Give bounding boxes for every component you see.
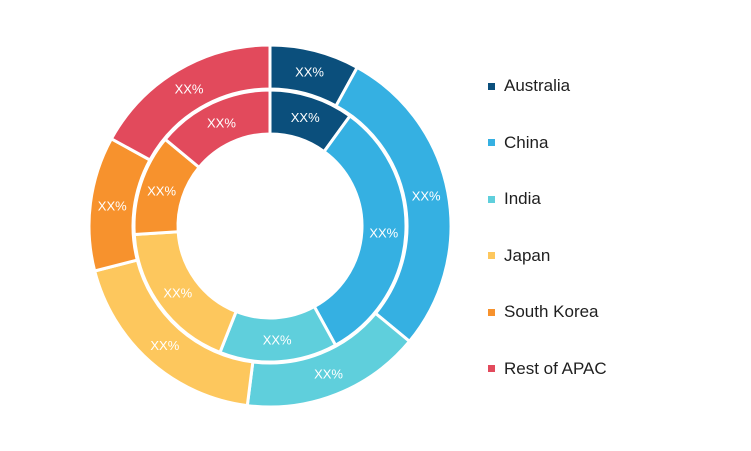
legend: Australia China India Japan South Korea …: [488, 72, 728, 412]
legend-swatch-china: [488, 139, 495, 147]
inner-label-south-korea: XX%: [147, 183, 176, 198]
legend-item-japan[interactable]: Japan: [488, 242, 728, 270]
legend-item-china[interactable]: China: [488, 129, 728, 157]
inner-slice-rest-of-apac[interactable]: [163, 88, 272, 170]
outer-label-rest-of-apac: XX%: [175, 82, 204, 97]
outer-label-japan: XX%: [150, 338, 179, 353]
legend-label-china: China: [504, 132, 549, 152]
slice-labels: XX% XX% XX% XX% XX% XX% XX% XX% XX% XX% XX% XX%: [98, 65, 441, 382]
legend-label-rest-of-apac: Rest of APAC: [504, 358, 607, 378]
inner-label-japan: XX%: [163, 286, 192, 301]
legend-item-rest-of-apac[interactable]: Rest of APAC: [488, 355, 728, 383]
inner-label-india: XX%: [263, 332, 292, 347]
legend-item-australia[interactable]: Australia: [488, 72, 728, 100]
legend-swatch-india: [488, 195, 495, 203]
inner-label-rest-of-apac: XX%: [207, 115, 236, 130]
outer-label-india: XX%: [314, 366, 343, 381]
outer-label-australia: XX%: [295, 65, 324, 80]
inner-label-australia: XX%: [291, 110, 320, 125]
legend-label-australia: Australia: [504, 76, 571, 95]
outer-label-china: XX%: [412, 189, 441, 204]
legend-swatch-japan: [488, 252, 495, 260]
legend-item-india[interactable]: India: [488, 185, 728, 213]
legend-swatch-australia: [488, 82, 495, 90]
outer-label-south-korea: XX%: [98, 199, 127, 214]
inner-slice-china[interactable]: [312, 113, 408, 348]
inner-ring: [132, 88, 408, 364]
inner-label-china: XX%: [369, 226, 398, 241]
legend-label-japan: Japan: [504, 245, 551, 265]
legend-item-south-korea[interactable]: South Korea: [488, 298, 728, 326]
legend-swatch-rest-of-apac: [488, 365, 495, 373]
legend-swatch-south-korea: [488, 308, 495, 316]
legend-label-south-korea: South Korea: [504, 302, 599, 322]
legend-label-india: India: [504, 189, 541, 209]
